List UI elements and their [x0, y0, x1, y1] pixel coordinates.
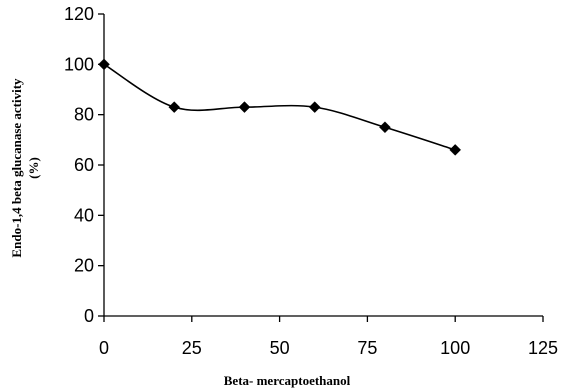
- x-tick-label: 75: [357, 338, 377, 358]
- data-point-marker: [308, 101, 321, 113]
- y-tick-label: 40: [74, 205, 94, 225]
- y-tick-label: 80: [74, 105, 94, 125]
- y-tick-label: 120: [64, 4, 94, 24]
- x-tick-label: 0: [99, 338, 109, 358]
- data-point-marker: [379, 121, 391, 134]
- y-tick-label: 60: [74, 155, 94, 175]
- series-line: [103, 63, 456, 151]
- x-tick-label: 50: [270, 338, 290, 358]
- data-point-marker: [449, 144, 462, 156]
- y-axis-title-unit: (%): [26, 157, 41, 179]
- y-tick-label: 20: [74, 256, 94, 276]
- series-layer: [98, 58, 462, 156]
- x-tick-label: 125: [528, 338, 558, 358]
- data-point-marker: [98, 58, 110, 71]
- y-axis: 0 20 40 60 80 100 120: [64, 4, 105, 326]
- data-point-marker: [168, 101, 181, 113]
- x-axis: 0 25 50 75 100 125: [99, 315, 558, 358]
- x-tick-label: 100: [440, 338, 470, 358]
- x-tick-label: 25: [182, 338, 202, 358]
- data-point-marker: [238, 101, 251, 113]
- y-tick-label: 100: [64, 54, 94, 74]
- y-axis-title: Endo-1,4 beta glucanase activity: [9, 78, 24, 258]
- y-tick-label: 0: [84, 306, 94, 326]
- x-axis-title: Beta- mercaptoethanol: [224, 373, 351, 388]
